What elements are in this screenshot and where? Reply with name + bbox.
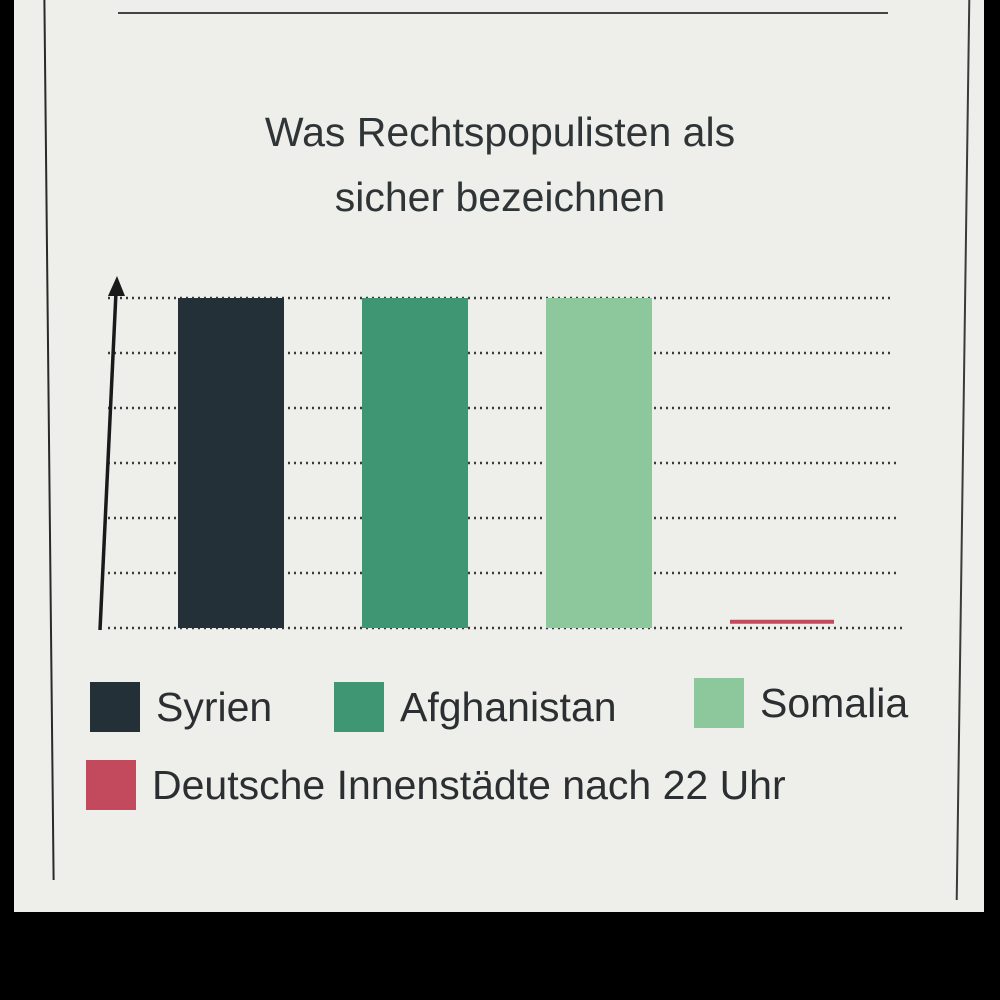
chart-title: Was Rechtspopulisten als sicher bezeichn…	[150, 100, 850, 230]
top-rule	[118, 12, 888, 14]
legend-label-afghanistan: Afghanistan	[400, 683, 617, 730]
bar-afghanistan	[362, 298, 468, 628]
legend-swatch-afghanistan	[334, 682, 384, 732]
legend-label-syrien: Syrien	[156, 683, 273, 730]
legend-label-somalia: Somalia	[760, 679, 909, 726]
legend-item-syrien: Syrien	[90, 682, 272, 732]
newspaper-page	[14, 0, 984, 912]
legend-item-afghanistan: Afghanistan	[334, 682, 617, 732]
bottom-black-band	[0, 930, 1000, 1000]
y-axis-line	[98, 291, 118, 631]
chart-title-line-1: Was Rechtspopulisten als	[264, 109, 736, 155]
chart-title-line-2: sicher bezeichnen	[334, 174, 666, 220]
bar-somalia	[546, 298, 652, 628]
bars	[178, 298, 834, 628]
legend-swatch-somalia	[694, 678, 744, 728]
y-axis-arrow-icon	[108, 276, 125, 296]
legend-swatch-syrien	[90, 682, 140, 732]
legend-label-innenstaedte: Deutsche Innenstädte nach 22 Uhr	[152, 761, 786, 808]
bar-syrien	[178, 298, 284, 628]
legend-swatch-innenstaedte	[86, 760, 136, 810]
legend-item-somalia: Somalia	[694, 678, 908, 728]
bar-deutsche-innenst-dte-nach-22-uhr	[730, 619, 834, 624]
legend-item-innenstaedte: Deutsche Innenstädte nach 22 Uhr	[86, 760, 786, 810]
y-axis	[98, 276, 125, 631]
